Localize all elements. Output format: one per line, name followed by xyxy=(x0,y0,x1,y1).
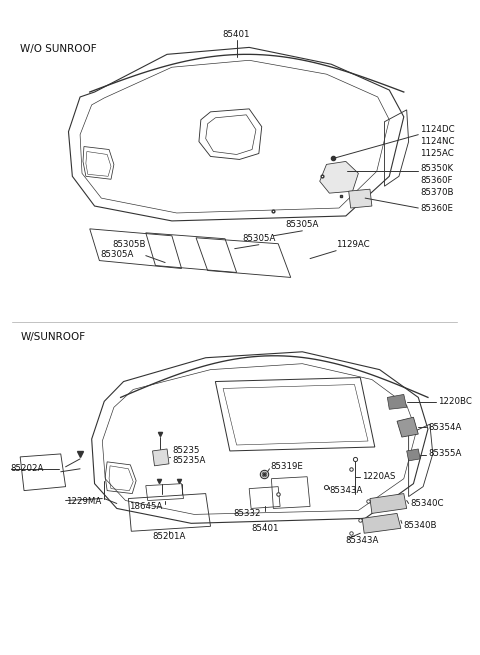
Polygon shape xyxy=(407,449,420,461)
Text: 85332: 85332 xyxy=(233,509,261,518)
Text: 85360F: 85360F xyxy=(420,176,453,185)
Text: 85305A: 85305A xyxy=(101,250,134,259)
Text: 85360E: 85360E xyxy=(420,204,453,212)
Text: 18645A: 18645A xyxy=(129,502,162,511)
Text: 1125AC: 1125AC xyxy=(420,149,454,158)
Text: 85235A: 85235A xyxy=(172,457,205,465)
Text: 1229MA: 1229MA xyxy=(66,497,101,506)
Text: 85401: 85401 xyxy=(251,524,278,533)
Text: 85355A: 85355A xyxy=(428,449,461,458)
Text: 85340B: 85340B xyxy=(404,521,437,530)
Text: 85343A: 85343A xyxy=(329,486,363,495)
Text: 85305A: 85305A xyxy=(242,234,276,243)
Text: 85343A: 85343A xyxy=(346,536,379,545)
Text: 1220BC: 1220BC xyxy=(438,397,471,406)
Text: 1124NC: 1124NC xyxy=(420,137,455,146)
Text: 85319E: 85319E xyxy=(270,462,303,472)
Text: W/SUNROOF: W/SUNROOF xyxy=(20,332,85,342)
Text: 85340C: 85340C xyxy=(410,499,444,508)
Text: 85354A: 85354A xyxy=(428,422,461,432)
Polygon shape xyxy=(362,514,401,533)
Polygon shape xyxy=(320,161,359,193)
Text: 85202A: 85202A xyxy=(11,464,44,474)
Polygon shape xyxy=(387,394,407,409)
Text: 85401: 85401 xyxy=(223,31,251,39)
Polygon shape xyxy=(370,494,407,514)
Polygon shape xyxy=(153,449,169,466)
Text: 85370B: 85370B xyxy=(420,188,454,196)
Text: 85235: 85235 xyxy=(172,447,199,455)
Text: 85350K: 85350K xyxy=(420,164,453,173)
Polygon shape xyxy=(348,189,372,208)
Text: 1129AC: 1129AC xyxy=(336,240,370,249)
Text: W/O SUNROOF: W/O SUNROOF xyxy=(20,45,97,54)
Text: 85305B: 85305B xyxy=(112,240,146,249)
Text: 85201A: 85201A xyxy=(152,532,186,541)
Text: 1220AS: 1220AS xyxy=(362,472,396,481)
Polygon shape xyxy=(397,417,418,437)
Text: 1124DC: 1124DC xyxy=(420,125,455,134)
Text: 85305A: 85305A xyxy=(286,220,319,229)
